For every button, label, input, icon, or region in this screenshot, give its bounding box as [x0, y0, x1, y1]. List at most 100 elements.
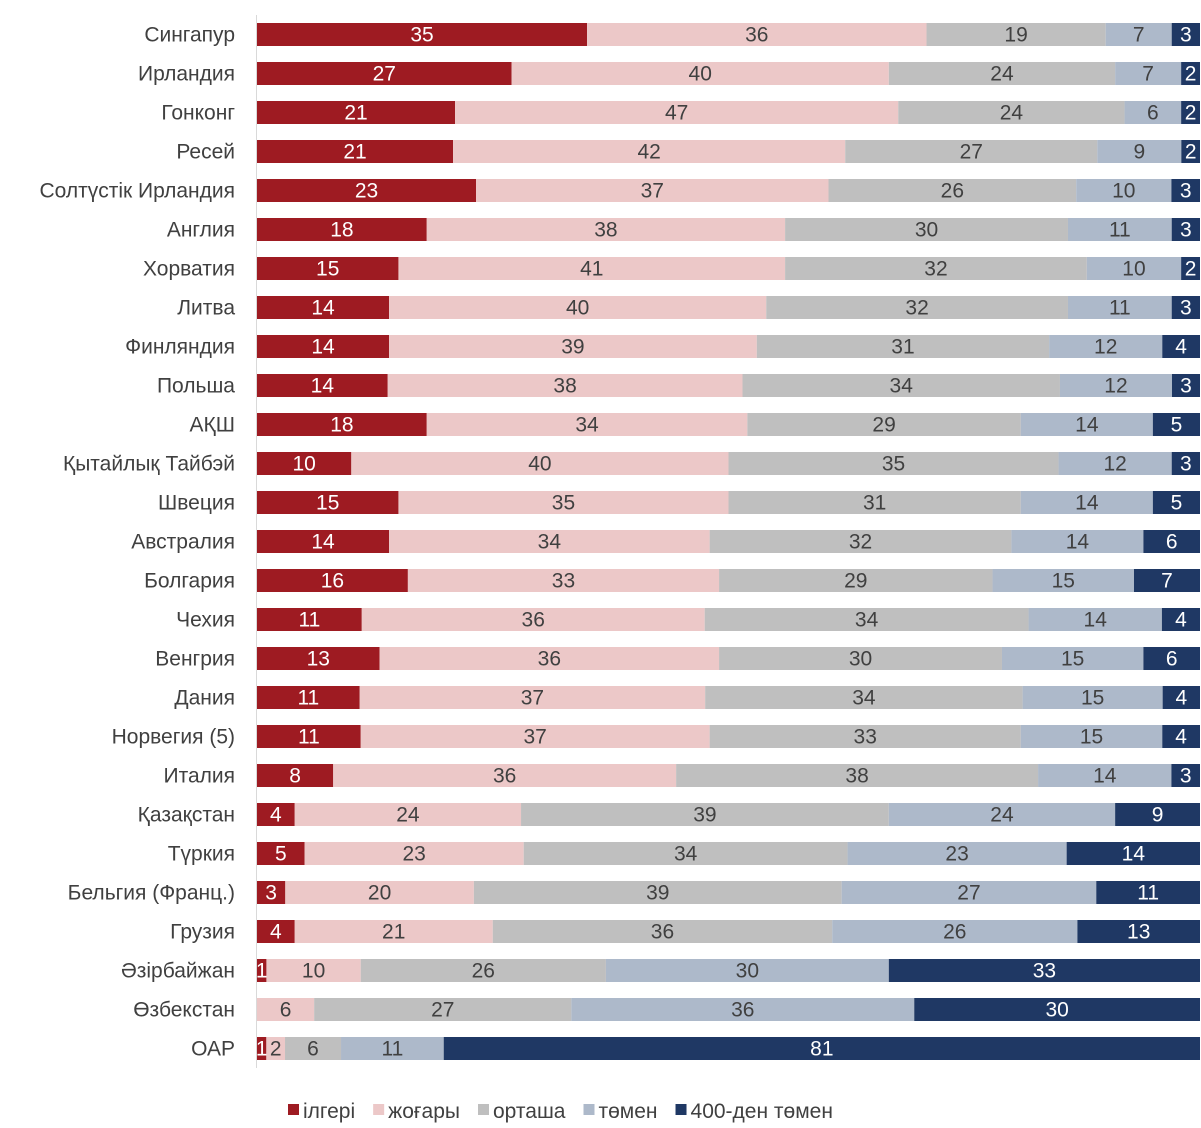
data-label: 39	[561, 336, 584, 359]
bar-segment	[453, 140, 846, 163]
data-label: 32	[905, 297, 928, 320]
bar-segment	[1067, 218, 1172, 241]
data-label: 26	[941, 180, 964, 203]
bar-segment	[709, 530, 1012, 553]
data-label: 14	[311, 297, 335, 320]
bar-segment	[1152, 491, 1200, 514]
bar-segment	[257, 764, 334, 787]
bar-segment	[1171, 218, 1200, 241]
bar-segment	[728, 491, 1021, 514]
bar-segment	[1152, 413, 1200, 436]
data-label: 4	[270, 921, 282, 944]
category-label: Польша	[157, 375, 235, 398]
category-label: ОАР	[191, 1038, 235, 1061]
bar-segment	[704, 608, 1029, 631]
bar-segment	[1162, 725, 1200, 748]
data-label: 15	[1052, 570, 1075, 593]
data-label: 14	[1093, 765, 1117, 788]
bar-segment	[888, 959, 1200, 982]
data-label: 11	[297, 687, 319, 710]
bar-segment	[387, 374, 743, 397]
data-label: 4	[1175, 336, 1187, 359]
bar-segment	[785, 257, 1087, 280]
legend-entry-label: 400-ден төмен	[691, 1100, 833, 1123]
legend-entry-label: төмен	[599, 1100, 658, 1123]
bar-segment	[257, 530, 390, 553]
bar-segment	[914, 998, 1200, 1021]
data-label: 24	[990, 63, 1014, 86]
bar-segment	[1049, 335, 1163, 358]
bar-segment	[1171, 374, 1200, 397]
data-label: 31	[863, 492, 886, 515]
bar-segment	[257, 491, 399, 514]
data-label: 3	[1180, 180, 1192, 203]
bar-segment	[1162, 335, 1200, 358]
bar-segment	[389, 335, 757, 358]
data-label: 11	[1109, 219, 1131, 242]
bar-segment	[709, 725, 1021, 748]
data-label: 27	[373, 63, 396, 86]
data-label: 30	[1045, 999, 1068, 1022]
data-label: 34	[674, 843, 698, 866]
bar-segment	[476, 179, 829, 202]
legend-swatch	[288, 1104, 299, 1115]
category-label: Өзбекстан	[133, 999, 235, 1022]
data-label: 34	[855, 609, 879, 632]
bar-segment	[257, 452, 352, 475]
data-label: 30	[736, 960, 759, 983]
bar-segment	[841, 881, 1097, 904]
bar-segment	[1105, 23, 1172, 46]
bar-segment	[257, 140, 454, 163]
category-label: Венгрия	[155, 648, 235, 671]
bar-segment	[294, 803, 522, 826]
data-label: 39	[693, 804, 716, 827]
data-label: 34	[852, 687, 876, 710]
category-label: Солтүстік Ирландия	[39, 180, 235, 203]
data-label: 3	[1180, 24, 1192, 47]
bar-segment	[389, 530, 710, 553]
data-label: 4	[1175, 687, 1187, 710]
data-label: 40	[689, 63, 712, 86]
bar-segment	[257, 218, 427, 241]
bar-segment	[719, 569, 993, 592]
category-label: Хорватия	[143, 258, 235, 281]
data-label: 37	[641, 180, 664, 203]
bar-segment	[304, 842, 524, 865]
bar-segment	[359, 686, 706, 709]
data-label: 23	[945, 843, 968, 866]
bar-segment	[257, 959, 267, 982]
category-label: Финляндия	[125, 336, 235, 359]
data-label: 33	[854, 726, 877, 749]
data-label: 29	[844, 570, 867, 593]
bar-segment	[294, 920, 493, 943]
bar-segment	[756, 335, 1050, 358]
data-label: 4	[1175, 609, 1187, 632]
data-label: 31	[891, 336, 914, 359]
bar-segment	[360, 959, 606, 982]
data-label: 23	[355, 180, 378, 203]
category-label: Грузия	[170, 921, 235, 944]
data-label: 36	[538, 648, 561, 671]
data-label: 10	[1122, 258, 1145, 281]
bar-segment	[314, 998, 572, 1021]
data-label: 33	[552, 570, 575, 593]
bar-segment	[1097, 140, 1182, 163]
category-label: Австралия	[131, 531, 235, 554]
data-label: 7	[1161, 570, 1173, 593]
data-label: 32	[849, 531, 872, 554]
data-label: 4	[1175, 726, 1187, 749]
bar-segment	[1161, 608, 1200, 631]
bar-segment	[605, 959, 889, 982]
bar-segment	[266, 1037, 286, 1060]
data-label: 38	[594, 219, 617, 242]
category-label: Болгария	[144, 570, 235, 593]
data-label: 3	[1180, 453, 1192, 476]
bar-segment	[1020, 725, 1163, 748]
bar-segment	[1001, 647, 1144, 670]
data-label: 3	[265, 882, 277, 905]
data-label: 11	[1109, 297, 1131, 320]
bar-segment	[257, 101, 456, 124]
bar-segment	[1011, 530, 1144, 553]
data-label: 15	[1061, 648, 1084, 671]
data-label: 29	[872, 414, 895, 437]
